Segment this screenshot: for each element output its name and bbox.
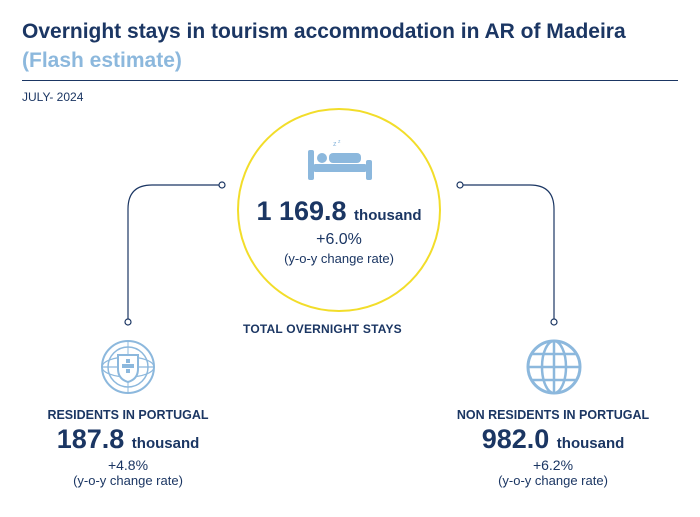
left-connector-end-dot	[124, 318, 132, 326]
residents-rate: +4.8%	[107, 457, 149, 473]
non-residents-value: 982.0 thousand	[423, 424, 683, 455]
non-residents-label: NON RESIDENTS IN PORTUGAL	[456, 408, 650, 422]
total-value-unit: thousand	[354, 207, 422, 224]
non-residents-value-unit: thousand	[556, 435, 625, 452]
non-residents-rate-note: (y-o-y change rate)	[498, 473, 608, 488]
total-value-number: 1 169.8	[256, 196, 347, 226]
left-connector-start-dot	[218, 181, 226, 189]
residents-block: RESIDENTS IN PORTUGAL 187.8 thousand +4.…	[0, 408, 258, 488]
total-label: TOTAL OVERNIGHT STAYS	[243, 322, 402, 336]
total-value: 1 169.8 thousand	[243, 196, 435, 227]
residents-value-number: 187.8	[56, 424, 125, 454]
non-residents-block: NON RESIDENTS IN PORTUGAL 982.0 thousand…	[423, 408, 683, 488]
title-divider	[22, 80, 678, 81]
residents-value: 187.8 thousand	[0, 424, 258, 455]
svg-text:z: z	[338, 139, 341, 145]
residents-rate-note: (y-o-y change rate)	[73, 473, 183, 488]
total-circle	[237, 108, 441, 312]
globe-icon	[526, 339, 582, 395]
residents-value-unit: thousand	[131, 435, 200, 452]
non-residents-rate: +6.2%	[532, 457, 574, 473]
portugal-emblem-icon	[101, 340, 155, 394]
page-title: Overnight stays in tourism accommodation…	[22, 20, 626, 43]
page-subtitle: (Flash estimate)	[22, 49, 182, 72]
bed-icon: z z	[308, 139, 372, 180]
right-connector-start-dot	[456, 181, 464, 189]
total-rate: +6.0%	[316, 231, 362, 248]
non-residents-value-number: 982.0	[481, 424, 550, 454]
right-connector-end-dot	[550, 318, 558, 326]
reference-period: JULY- 2024	[22, 90, 84, 104]
svg-text:z: z	[333, 141, 337, 148]
residents-label: RESIDENTS IN PORTUGAL	[47, 408, 209, 422]
total-rate-note: (y-o-y change rate)	[284, 251, 394, 266]
left-connector	[127, 184, 222, 320]
right-connector	[460, 184, 555, 320]
